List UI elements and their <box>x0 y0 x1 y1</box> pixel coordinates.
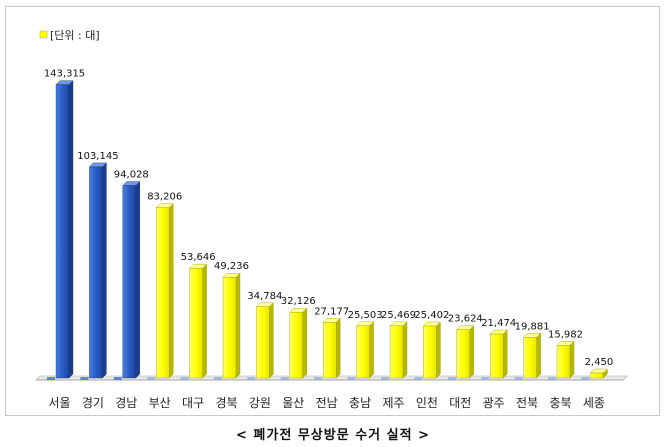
bar-base-stub <box>214 377 222 380</box>
bar-base-stub <box>447 377 456 380</box>
bar-side <box>569 340 575 379</box>
bar-side <box>503 329 508 379</box>
bar-base-stub <box>113 377 122 380</box>
bar-base-stub <box>147 377 156 380</box>
bar <box>590 372 604 379</box>
value-label: 25,469 <box>381 310 416 321</box>
x-tick-label: 충북 <box>549 396 571 410</box>
bar <box>356 325 370 379</box>
bar <box>456 329 470 379</box>
bar-base-stub <box>514 377 523 380</box>
bar <box>189 268 203 379</box>
bar-side <box>436 321 441 379</box>
value-label: 27,177 <box>314 306 349 317</box>
bar-base-stub <box>347 377 356 380</box>
bar <box>256 306 270 379</box>
bar-side <box>102 162 107 379</box>
value-label: 25,402 <box>414 310 449 321</box>
bar <box>490 333 504 379</box>
bar-side <box>469 325 474 379</box>
x-tick-label: 울산 <box>282 396 304 410</box>
chart-caption: < 폐가전 무상방문 수거 실적 > <box>236 428 430 443</box>
bar-side <box>168 203 174 379</box>
bar-base-stub <box>247 377 256 380</box>
value-label: 103,145 <box>77 151 118 162</box>
legend: [단위 : 대] <box>39 29 100 42</box>
value-label: 25,503 <box>348 310 383 321</box>
x-tick-label: 전남 <box>316 396 338 410</box>
bar-side <box>235 272 241 379</box>
bar <box>222 277 237 379</box>
bar <box>155 207 170 379</box>
bar-base-stub <box>280 377 289 380</box>
bar-base-stub <box>314 377 323 380</box>
x-tick-label: 제주 <box>382 396 404 410</box>
bar-side <box>302 307 307 379</box>
x-tick-label: 전북 <box>516 396 538 410</box>
x-tick-label: 대전 <box>449 396 471 410</box>
x-tick-label: 세종 <box>583 396 605 410</box>
bar <box>423 325 437 379</box>
value-label: 34,784 <box>247 291 282 302</box>
x-tick-label: 강원 <box>249 396 271 410</box>
x-tick-label: 경남 <box>115 396 137 410</box>
bar-side <box>135 181 141 379</box>
bar-side <box>536 332 541 379</box>
bars-group <box>47 80 608 380</box>
bar-side <box>269 302 274 379</box>
bar-base-stub <box>80 377 89 380</box>
bar-side <box>402 321 408 379</box>
value-label: 83,206 <box>147 192 182 203</box>
legend-swatch <box>39 30 48 39</box>
value-label: 19,881 <box>515 321 550 332</box>
bar <box>556 345 571 379</box>
value-label: 21,474 <box>481 318 516 329</box>
value-label: 15,982 <box>548 329 583 340</box>
bar <box>55 84 70 379</box>
bar <box>389 325 404 379</box>
bar-base-stub <box>414 377 423 380</box>
value-label: 53,646 <box>181 252 216 263</box>
bar-base-stub <box>481 377 490 380</box>
bar-base-stub <box>180 377 189 380</box>
bar-base-stub <box>381 377 389 380</box>
value-label: 23,624 <box>448 314 483 325</box>
value-label: 143,315 <box>44 69 85 80</box>
x-tick-label: 대구 <box>182 396 204 410</box>
x-tick-label: 경기 <box>82 396 104 410</box>
x-tick-label: 충남 <box>349 396 371 410</box>
value-label: 49,236 <box>214 261 249 272</box>
value-label: 32,126 <box>281 296 316 307</box>
value-label: 2,450 <box>585 357 614 368</box>
x-tick-labels-group: 서울 경기 경남 부산 대구 경북 강원 울산 전남 충남 제주 인천 대전 광주 전북 충북 세종 <box>48 395 604 410</box>
x-tick-label: 인천 <box>416 395 438 410</box>
bar <box>122 185 137 379</box>
legend-label: [단위 : 대] <box>50 29 100 42</box>
x-tick-label: 부산 <box>149 396 171 410</box>
bar-side <box>68 80 74 379</box>
bar-base-stub <box>548 377 556 380</box>
bar-side <box>202 263 207 379</box>
x-tick-label: 서울 <box>48 396 70 410</box>
bar-side <box>369 321 374 379</box>
bar <box>523 337 537 379</box>
bar <box>289 312 303 379</box>
value-label: 94,028 <box>114 170 149 181</box>
x-tick-label: 경북 <box>215 396 237 410</box>
bar <box>323 322 337 379</box>
bar-side <box>336 317 341 379</box>
x-tick-label: 광주 <box>483 396 505 410</box>
bar <box>89 166 103 379</box>
bar-base-stub <box>47 377 55 380</box>
bar-base-stub <box>581 377 590 380</box>
